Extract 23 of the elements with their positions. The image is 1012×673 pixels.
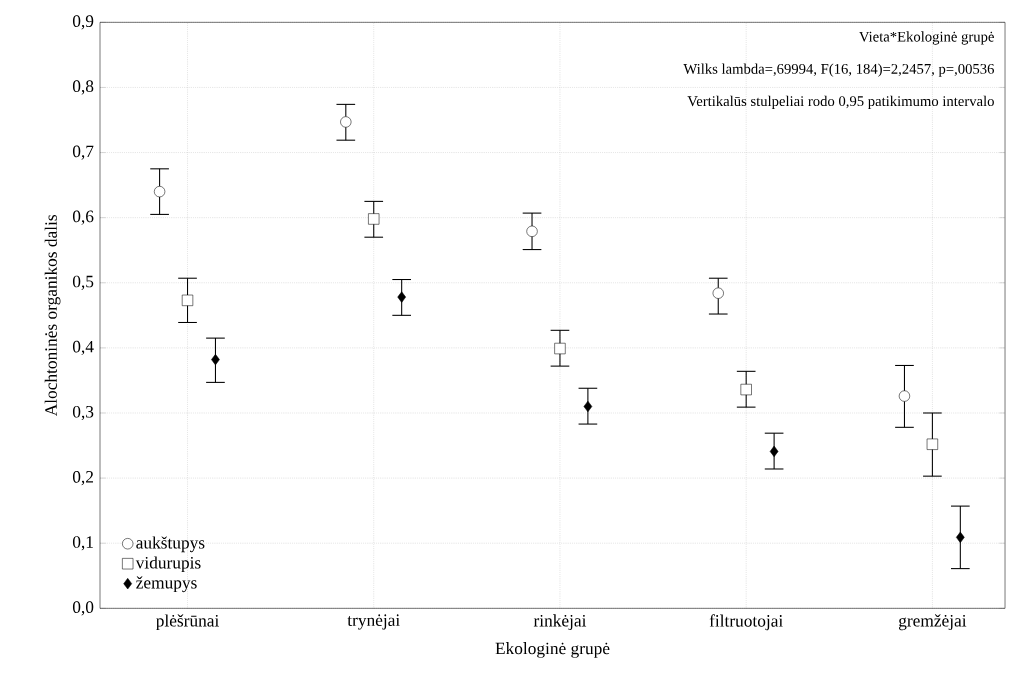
y-tick-label: 0,9: [72, 15, 94, 30]
y-tick-label: 0,7: [72, 145, 94, 160]
y-tick-label: 0,1: [72, 535, 93, 551]
annotation: Vertikalūs stulpeliai rodo 0,95 patikimumo intervalo: [687, 95, 994, 109]
x-tick-label: gremžėjai: [898, 614, 967, 631]
x-axis-title: Ekologinė grupė: [495, 641, 610, 658]
legend-label: aukštupys: [136, 536, 205, 553]
legend-label: vidurupis: [135, 556, 201, 572]
y-axis-title: Alochtoninės organikos dalis: [44, 214, 61, 416]
x-tick-label: trynėjai: [347, 614, 400, 630]
annotation: Vieta*Ekologinė grupė: [859, 31, 994, 45]
y-tick-label: 0,3: [72, 405, 94, 420]
legend-label: žemupys: [136, 576, 197, 592]
y-tick-label: 0,6: [72, 210, 94, 225]
x-tick-label: plėšrūnai: [156, 614, 219, 630]
x-tick-label: filtruotojai: [709, 614, 783, 631]
annotation: Wilks lambda=,69994, F(16, 184)=2,2457, p=,00536: [683, 63, 994, 77]
y-tick-label: 0,5: [72, 275, 94, 290]
y-tick-label: 0,0: [72, 601, 94, 616]
y-tick-label: 0,8: [72, 80, 94, 95]
y-tick-label: 0,4: [72, 340, 94, 355]
x-tick-label: rinkėjai: [533, 614, 587, 630]
y-tick-label: 0,2: [72, 470, 94, 486]
